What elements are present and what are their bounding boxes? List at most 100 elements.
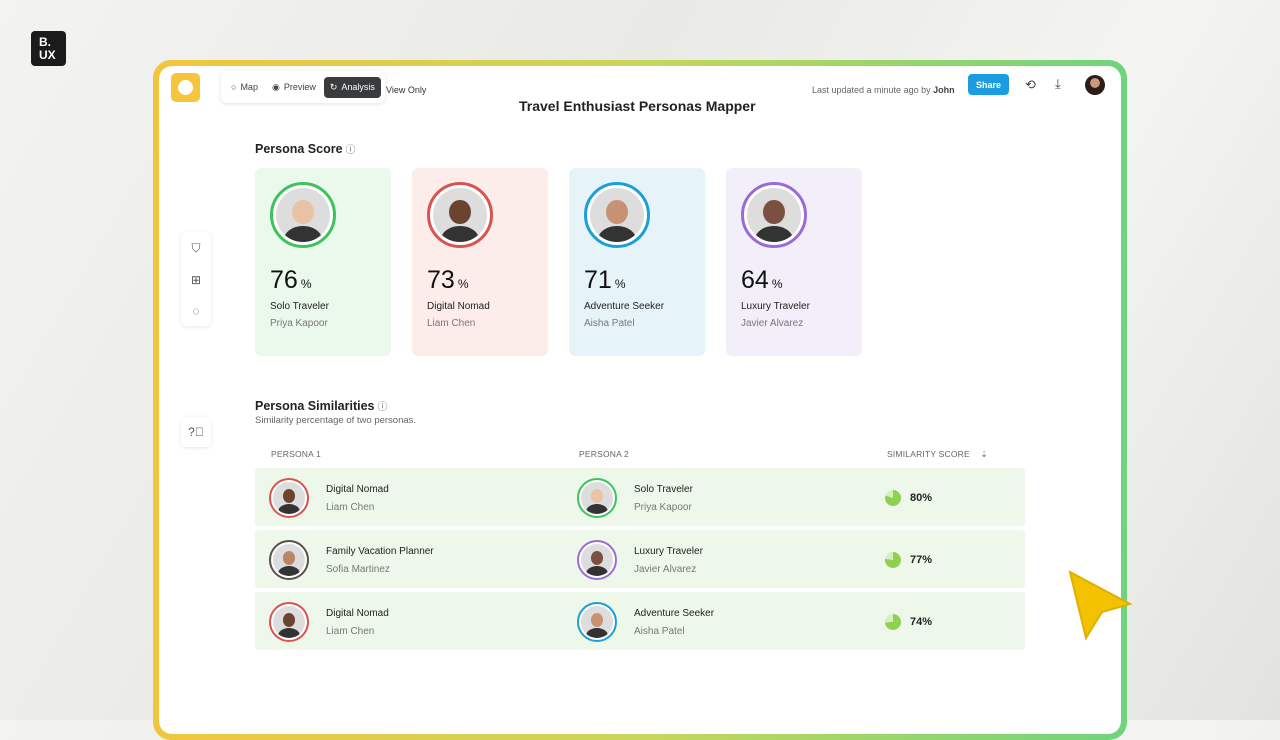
- pie-icon: [885, 490, 901, 506]
- user-avatar[interactable]: [1085, 75, 1105, 95]
- persona-role: Luxury Traveler: [741, 301, 810, 312]
- persona-role: Family Vacation Planner: [326, 545, 434, 557]
- updated-by: John: [933, 85, 955, 95]
- score-text: 77%: [910, 554, 933, 566]
- info-icon[interactable]: ⓘ: [377, 402, 388, 413]
- persona-score: 73%: [427, 266, 533, 295]
- analysis-icon: ↻: [329, 81, 338, 92]
- heading-text: Persona Similarities: [255, 399, 375, 413]
- persona-role: Solo Traveler: [270, 301, 329, 312]
- persona-name: Aisha Patel: [584, 318, 635, 329]
- column-header-persona-1: PERSONA 1: [271, 449, 321, 459]
- app-logo[interactable]: [171, 73, 200, 102]
- score-text: 80%: [910, 492, 933, 504]
- persona-avatar: [269, 478, 309, 518]
- table-row[interactable]: Digital Nomad Liam Chen Solo Traveler Priy…: [255, 468, 1025, 526]
- persona-role: Digital Nomad: [326, 483, 389, 495]
- persona-cards: 76% Solo Traveler Priya Kapoor 73% Digit…: [255, 168, 862, 356]
- persona-avatar: [269, 540, 309, 580]
- persona-card[interactable]: 71% Adventure Seeker Aisha Patel: [569, 168, 705, 356]
- persona-avatar: [577, 478, 617, 518]
- similarity-score: 74%: [885, 614, 932, 630]
- info-icon[interactable]: ⓘ: [345, 145, 356, 156]
- page-title: Travel Enthusiast Personas Mapper: [519, 98, 756, 114]
- column-header-persona-2: PERSONA 2: [579, 449, 629, 459]
- persona-avatar: [577, 540, 617, 580]
- persona-avatar: [269, 602, 309, 642]
- persona-name: Liam Chen: [326, 625, 375, 637]
- persona-2-cell: Luxury Traveler Javier Alvarez: [577, 540, 703, 580]
- table-row[interactable]: Family Vacation Planner Sofia Martinez Lu…: [255, 530, 1025, 588]
- mouse-cursor: [1068, 570, 1133, 641]
- similarities-heading: Persona Similarities ⓘ: [255, 398, 388, 413]
- persona-avatar: [577, 602, 617, 642]
- mode-preview[interactable]: ◉ Preview: [266, 77, 322, 98]
- persona-name: Sofia Martinez: [326, 563, 390, 575]
- circle-icon: ○: [231, 82, 237, 92]
- persona-score: 76%: [270, 266, 376, 295]
- score-value: 76: [270, 266, 298, 294]
- add-comment-icon[interactable]: ⊞: [190, 272, 202, 287]
- persona-avatar: [741, 182, 807, 248]
- persona-card[interactable]: 73% Digital Nomad Liam Chen: [412, 168, 548, 356]
- persona-card[interactable]: 76% Solo Traveler Priya Kapoor: [255, 168, 391, 356]
- mode-map[interactable]: ○ Map: [225, 77, 264, 97]
- header-text: SIMILARITY SCORE: [887, 449, 970, 459]
- persona-role: Adventure Seeker: [584, 301, 665, 312]
- persona-name: Liam Chen: [326, 501, 375, 513]
- heading-text: Persona Score: [255, 142, 343, 156]
- filter-icon[interactable]: ⛉: [191, 240, 201, 255]
- column-header-similarity[interactable]: SIMILARITY SCORE ⇣: [887, 449, 988, 460]
- mode-switcher: ○ Map ◉ Preview ↻ Analysis: [221, 71, 385, 103]
- pie-icon: [885, 552, 901, 568]
- persona-avatar: [270, 182, 336, 248]
- score-value: 73: [427, 266, 455, 294]
- sort-icon[interactable]: ⇣: [980, 449, 988, 459]
- last-updated: Last updated a minute ago by John: [812, 85, 955, 95]
- similarity-score: 77%: [885, 552, 932, 568]
- chat-icon[interactable]: ◌: [192, 303, 200, 318]
- persona-role: Digital Nomad: [326, 607, 389, 619]
- persona-avatar: [584, 182, 650, 248]
- persona-card[interactable]: 64% Luxury Traveler Javier Alvarez: [726, 168, 862, 356]
- updated-text: Last updated a minute ago by: [812, 85, 931, 95]
- persona-name: Aisha Patel: [634, 625, 685, 637]
- mode-label: Map: [240, 82, 258, 92]
- table-row[interactable]: Digital Nomad Liam Chen Adventure Seeker A…: [255, 592, 1025, 650]
- share-button[interactable]: Share: [968, 74, 1009, 95]
- persona-name: Javier Alvarez: [634, 563, 697, 575]
- brand-logo: B. UX: [31, 31, 66, 66]
- eye-icon: ◉: [271, 81, 280, 92]
- persona-name: Priya Kapoor: [634, 501, 692, 513]
- persona-role: Solo Traveler: [634, 483, 693, 495]
- pie-icon: [885, 614, 901, 630]
- persona-role: Adventure Seeker: [634, 607, 715, 619]
- score-value: 71: [584, 266, 612, 294]
- persona-2-cell: Solo Traveler Priya Kapoor: [577, 478, 693, 518]
- persona-role: Luxury Traveler: [634, 545, 703, 557]
- side-toolbar: ⛉ ⊞ ◌: [181, 232, 211, 326]
- persona-name: Liam Chen: [427, 318, 476, 329]
- mode-label: Preview: [283, 82, 316, 92]
- persona-score-heading: Persona Score ⓘ: [255, 141, 356, 156]
- score-unit: %: [457, 277, 469, 291]
- score-value: 64: [741, 266, 769, 294]
- persona-1-cell: Digital Nomad Liam Chen: [269, 602, 389, 642]
- mode-analysis[interactable]: ↻ Analysis: [323, 76, 381, 98]
- persona-score: 71%: [584, 266, 690, 295]
- mode-label: Analysis: [341, 82, 375, 92]
- persona-avatar: [427, 182, 493, 248]
- view-only-label: View Only: [386, 85, 427, 95]
- help-button[interactable]: ?⃝: [181, 417, 211, 447]
- download-icon[interactable]: ⤓: [1055, 76, 1061, 91]
- score-unit: %: [300, 277, 312, 291]
- persona-name: Javier Alvarez: [741, 318, 804, 329]
- history-icon[interactable]: ⟲: [1025, 77, 1036, 92]
- persona-1-cell: Digital Nomad Liam Chen: [269, 478, 389, 518]
- app-frame: ○ Map ◉ Preview ↻ Analysis View Only Last u…: [153, 60, 1127, 740]
- score-text: 74%: [910, 616, 933, 628]
- help-icon: ?⃝: [188, 425, 204, 439]
- persona-role: Digital Nomad: [427, 301, 490, 312]
- persona-name: Priya Kapoor: [270, 318, 328, 329]
- score-unit: %: [614, 277, 626, 291]
